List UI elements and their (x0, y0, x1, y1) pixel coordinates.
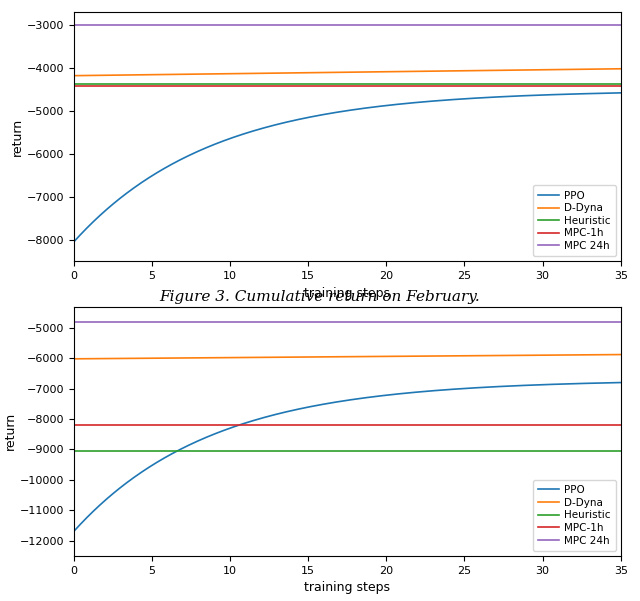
D-Dyna (604, 351, 611, 358)
D-Dyna (604, 66, 611, 73)
Y-axis label: return: return (4, 412, 17, 450)
Y-axis label: return: return (11, 118, 24, 156)
PPO (333, 109, 340, 116)
PPO (70, 528, 77, 535)
PPO (604, 90, 611, 97)
Line: D-Dyna: D-Dyna (74, 69, 621, 76)
D-Dyna (396, 353, 403, 360)
D-Dyna (333, 69, 340, 76)
D-Dyna (330, 69, 337, 76)
X-axis label: training steps: training steps (304, 581, 390, 594)
Line: PPO: PPO (74, 383, 621, 532)
MPC 24h (85, 21, 93, 28)
PPO (330, 109, 337, 117)
PPO (70, 239, 77, 246)
PPO (617, 90, 625, 97)
MPC-1h (70, 421, 77, 429)
MPC 24h (70, 318, 77, 325)
D-Dyna (333, 353, 340, 361)
PPO (330, 399, 337, 406)
MPC-1h (70, 82, 77, 90)
Heuristic (70, 80, 77, 87)
D-Dyna (366, 69, 374, 76)
D-Dyna (330, 353, 337, 361)
D-Dyna (617, 351, 625, 358)
Line: PPO: PPO (74, 93, 621, 242)
PPO (518, 382, 526, 389)
PPO (604, 379, 611, 386)
D-Dyna (518, 67, 526, 74)
PPO (518, 92, 526, 99)
MPC-1h (85, 421, 93, 429)
MPC-1h (85, 82, 93, 90)
Line: D-Dyna: D-Dyna (74, 355, 621, 359)
D-Dyna (70, 72, 77, 79)
Text: Figure 3. Cumulative return on February.: Figure 3. Cumulative return on February. (159, 290, 481, 305)
MPC 24h (85, 318, 93, 325)
D-Dyna (617, 65, 625, 72)
D-Dyna (518, 352, 526, 359)
D-Dyna (70, 355, 77, 362)
MPC 24h (70, 21, 77, 28)
PPO (333, 398, 340, 406)
X-axis label: training steps: training steps (304, 287, 390, 300)
PPO (366, 104, 374, 111)
Heuristic (85, 447, 93, 454)
PPO (396, 100, 403, 108)
PPO (396, 390, 403, 397)
D-Dyna (366, 353, 374, 360)
PPO (366, 394, 374, 401)
Legend: PPO, D-Dyna, Heuristic, MPC-1h, MPC 24h: PPO, D-Dyna, Heuristic, MPC-1h, MPC 24h (532, 185, 616, 256)
Heuristic (70, 447, 77, 454)
Heuristic (85, 80, 93, 87)
PPO (617, 379, 625, 386)
D-Dyna (396, 68, 403, 75)
Legend: PPO, D-Dyna, Heuristic, MPC-1h, MPC 24h: PPO, D-Dyna, Heuristic, MPC-1h, MPC 24h (532, 480, 616, 551)
